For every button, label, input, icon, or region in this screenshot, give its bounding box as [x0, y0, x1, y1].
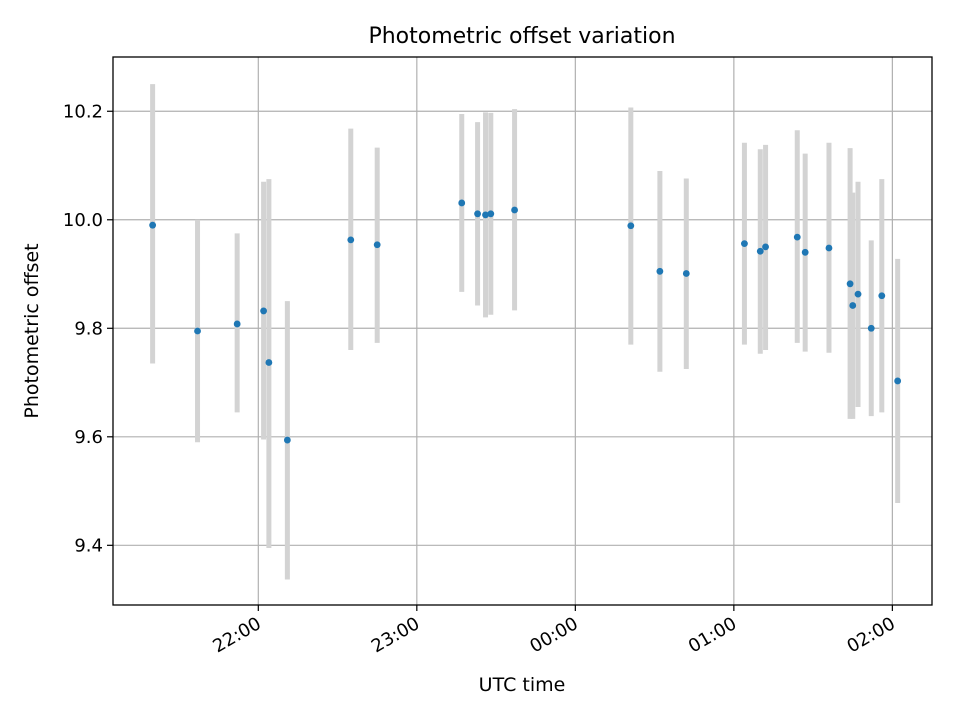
data-point — [793, 233, 801, 241]
data-point — [867, 324, 875, 332]
plot-frame — [112, 56, 933, 606]
data-point — [846, 280, 854, 288]
data-point — [283, 436, 291, 444]
data-point — [627, 222, 635, 230]
x-tick-label: 00:00 — [526, 613, 581, 657]
x-axis-ticks: 22:00 23:00 00:00 01:00 02:00 — [209, 605, 899, 657]
data-point — [482, 211, 489, 219]
data-point — [656, 267, 664, 275]
x-tick-label: 01:00 — [685, 613, 740, 657]
data-point — [511, 206, 518, 214]
data-point — [825, 244, 833, 252]
data-point — [682, 270, 690, 277]
y-tick-label: 9.6 — [74, 427, 103, 448]
data-point — [474, 210, 481, 218]
data-point — [762, 243, 769, 251]
data-point — [347, 236, 355, 244]
data-point — [801, 248, 809, 256]
y-tick-label: 9.4 — [74, 535, 103, 556]
y-axis-ticks: 9.4 9.6 9.8 10.0 10.2 — [63, 101, 113, 556]
y-tick-label: 10.2 — [63, 101, 103, 122]
chart-title: Photometric offset variation — [368, 24, 675, 49]
data-point — [265, 359, 273, 366]
error-bars — [150, 84, 901, 580]
y-tick-label: 9.8 — [74, 318, 103, 339]
y-axis-label: Photometric offset — [21, 243, 43, 418]
data-point — [878, 292, 886, 300]
x-tick-label: 23:00 — [368, 613, 423, 657]
data-point — [894, 377, 902, 385]
data-point — [149, 221, 157, 229]
data-point — [233, 320, 241, 328]
x-axis-label: UTC time — [479, 674, 566, 696]
data-point — [741, 240, 748, 248]
y-tick-label: 10.0 — [63, 210, 103, 231]
x-tick-label: 02:00 — [843, 613, 898, 657]
data-point — [373, 241, 381, 249]
data-points — [149, 199, 902, 444]
data-point — [260, 307, 267, 315]
data-point — [458, 199, 466, 207]
data-point — [756, 247, 764, 255]
data-point — [194, 327, 201, 335]
data-point — [854, 290, 862, 298]
data-point — [487, 210, 495, 218]
data-point — [849, 302, 857, 309]
x-tick-label: 22:00 — [209, 613, 264, 657]
